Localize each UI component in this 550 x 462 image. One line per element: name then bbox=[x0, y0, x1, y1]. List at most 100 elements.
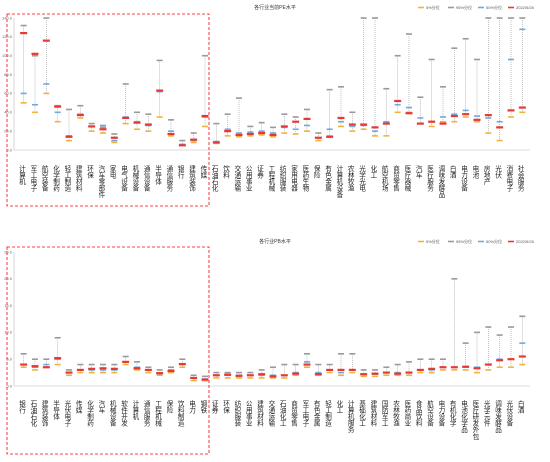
x-category-label: 机械设备 bbox=[108, 399, 116, 428]
p5-marker bbox=[451, 120, 458, 123]
p5-marker bbox=[168, 135, 174, 137]
p95-marker bbox=[349, 111, 356, 114]
p5-marker bbox=[100, 132, 106, 134]
p5-marker bbox=[122, 122, 129, 125]
current-marker bbox=[269, 133, 277, 137]
p95-marker bbox=[451, 47, 458, 49]
p50-marker bbox=[519, 28, 526, 31]
p95-marker bbox=[247, 125, 254, 128]
current-marker bbox=[518, 355, 526, 358]
p95-marker bbox=[111, 133, 118, 135]
current-marker bbox=[178, 144, 186, 147]
current-marker bbox=[235, 374, 243, 377]
p95-marker bbox=[43, 17, 50, 19]
p5-marker bbox=[258, 134, 265, 136]
p5-marker bbox=[145, 371, 152, 374]
x-category-label: 商贸零售 bbox=[392, 164, 400, 193]
x-category-label: 化学制药 bbox=[86, 399, 94, 428]
p95-marker bbox=[145, 113, 152, 115]
current-marker bbox=[235, 133, 243, 137]
x-category-label: 交通运输 bbox=[267, 399, 275, 428]
p50-marker bbox=[417, 117, 424, 119]
current-marker bbox=[167, 132, 175, 136]
p95-marker bbox=[292, 116, 299, 118]
x-category-label: 传媒 bbox=[74, 399, 82, 415]
current-marker bbox=[76, 368, 84, 372]
p5-marker bbox=[496, 139, 503, 142]
x-category-label: 通信服务 bbox=[142, 399, 150, 428]
legend-label: 50%分位 bbox=[486, 4, 502, 10]
y-tick-label: 0.0 bbox=[6, 383, 12, 388]
p50-marker bbox=[43, 83, 50, 85]
p5-marker bbox=[451, 369, 458, 371]
x-category-label: 化工 bbox=[335, 399, 343, 414]
p50-marker bbox=[100, 126, 106, 129]
current-marker bbox=[224, 373, 232, 376]
p5-marker bbox=[32, 369, 38, 371]
current-marker bbox=[371, 372, 379, 375]
current-marker bbox=[450, 114, 458, 118]
p5-marker bbox=[88, 371, 95, 374]
x-category-label: 有色金属 bbox=[312, 399, 320, 428]
p5-marker bbox=[202, 125, 208, 128]
current-marker bbox=[292, 120, 300, 123]
x-category-label: 调味发酵品 bbox=[494, 399, 502, 434]
p50-marker bbox=[304, 361, 310, 363]
current-marker bbox=[122, 116, 130, 120]
p50-marker bbox=[54, 111, 61, 114]
current-marker bbox=[348, 368, 356, 372]
current-marker bbox=[462, 365, 470, 368]
x-category-label: 证券 bbox=[210, 400, 218, 415]
p5-marker bbox=[43, 92, 50, 95]
current-marker bbox=[190, 138, 198, 141]
x-category-label: 建筑材料 bbox=[369, 399, 377, 428]
x-category-label: 计算机服务 bbox=[346, 399, 354, 434]
p5-marker bbox=[338, 374, 344, 377]
current-marker bbox=[178, 362, 186, 366]
p50-marker bbox=[496, 120, 503, 123]
p95-marker bbox=[156, 369, 163, 371]
x-category-label: 光伏 bbox=[494, 164, 502, 180]
p5-marker bbox=[247, 377, 254, 379]
current-marker bbox=[462, 113, 470, 116]
current-marker bbox=[280, 125, 288, 128]
current-marker bbox=[303, 117, 311, 120]
p95-marker bbox=[77, 363, 84, 366]
x-category-label: 家用电器 bbox=[290, 164, 298, 193]
current-marker bbox=[156, 89, 164, 92]
current-marker bbox=[371, 126, 379, 129]
p50-marker bbox=[383, 120, 390, 123]
current-marker bbox=[144, 123, 152, 126]
p95-marker bbox=[111, 363, 118, 366]
p50-marker bbox=[508, 58, 514, 61]
current-marker bbox=[88, 367, 96, 370]
p95-marker bbox=[394, 363, 401, 366]
current-marker bbox=[428, 367, 436, 370]
current-marker bbox=[326, 368, 334, 372]
p5-marker bbox=[326, 371, 333, 374]
p95-marker bbox=[383, 366, 390, 369]
current-marker bbox=[484, 114, 492, 117]
p5-marker bbox=[440, 369, 446, 371]
x-category-label: 军工电子 bbox=[301, 400, 309, 427]
x-category-label: 石油化工 bbox=[278, 400, 286, 427]
p50-marker bbox=[43, 363, 50, 366]
current-marker bbox=[110, 136, 118, 139]
p5-marker bbox=[145, 130, 152, 132]
x-category-label: 公用事业 bbox=[244, 165, 252, 192]
current-marker bbox=[507, 358, 515, 361]
x-category-label: 社会服务 bbox=[516, 164, 524, 193]
p50-marker bbox=[111, 139, 118, 142]
p95-marker bbox=[270, 366, 276, 369]
legend-label: 5%分位 bbox=[426, 238, 440, 244]
p5-marker bbox=[349, 371, 356, 374]
p5-marker bbox=[224, 135, 231, 137]
current-marker bbox=[394, 99, 402, 103]
x-category-label: 光伏设备 bbox=[505, 399, 513, 428]
p5-marker bbox=[338, 125, 344, 128]
x-category-label: 电力设备 bbox=[437, 399, 445, 428]
p5-marker bbox=[519, 111, 526, 114]
p50-marker bbox=[474, 115, 480, 117]
x-category-label: 医疗器械 bbox=[403, 165, 411, 193]
p95-marker bbox=[496, 17, 503, 19]
